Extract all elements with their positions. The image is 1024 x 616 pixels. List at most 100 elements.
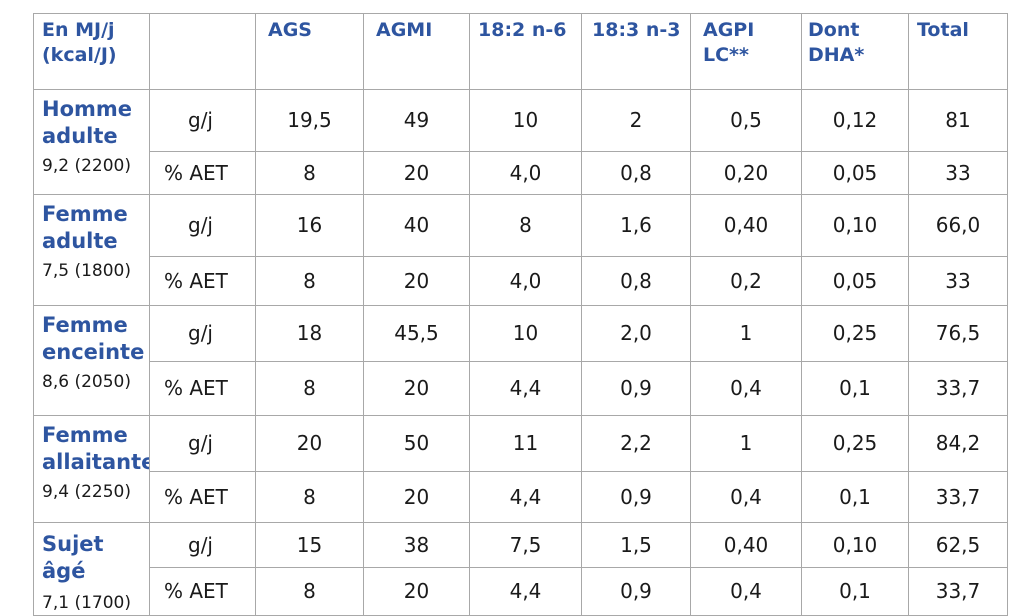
column-header-agmi: AGMI bbox=[363, 13, 470, 90]
unit-cell: g/j bbox=[149, 89, 256, 152]
column-header-agpi-lc: AGPI LC** bbox=[690, 13, 802, 90]
unit-cell: g/j bbox=[149, 305, 256, 362]
value-cell: 19,5 bbox=[255, 89, 364, 152]
value-cell: 8 bbox=[255, 471, 364, 523]
value-cell: 0,9 bbox=[581, 567, 691, 616]
value-cell: 8 bbox=[255, 567, 364, 616]
unit-cell: g/j bbox=[149, 415, 256, 472]
column-header-text-line2: DHA* bbox=[808, 44, 865, 66]
column-header-ags: AGS bbox=[255, 13, 364, 90]
value-cell: 76,5 bbox=[908, 305, 1008, 362]
population-name: Femme bbox=[42, 202, 128, 226]
value-cell: 4,0 bbox=[469, 256, 582, 306]
column-header-text: 18:3 n-3 bbox=[592, 19, 681, 41]
value-cell: 38 bbox=[363, 521, 470, 569]
table-row: % AET 8 20 4,4 0,9 0,4 0,1 33,7 bbox=[34, 567, 1008, 616]
lipid-intake-table: En MJ/j (kcal/J) AGS AGMI 18:2 n-6 18:3 … bbox=[33, 13, 1008, 616]
value-cell: 0,12 bbox=[801, 89, 909, 152]
unit-cell: g/j bbox=[149, 194, 256, 257]
value-cell: 0,8 bbox=[581, 151, 691, 195]
value-cell: 0,5 bbox=[690, 89, 802, 152]
column-header-total: Total bbox=[908, 13, 1008, 90]
value-cell: 20 bbox=[363, 471, 470, 523]
value-cell: 1 bbox=[690, 415, 802, 472]
population-cell: Femme adulte 7,5 (1800) bbox=[33, 194, 150, 306]
unit-cell: g/j bbox=[149, 521, 256, 569]
value-cell: 0,4 bbox=[690, 471, 802, 523]
value-cell: 2,2 bbox=[581, 415, 691, 472]
column-header-dont-dha: Dont DHA* bbox=[801, 13, 909, 90]
population-cell: Femme enceinte 8,6 (2050) bbox=[33, 305, 150, 416]
column-header-text: 18:2 n-6 bbox=[478, 19, 567, 41]
value-cell: 40 bbox=[363, 194, 470, 257]
value-cell: 10 bbox=[469, 305, 582, 362]
value-cell: 20 bbox=[363, 151, 470, 195]
value-cell: 62,5 bbox=[908, 521, 1008, 569]
value-cell: 0,4 bbox=[690, 361, 802, 416]
value-cell: 33,7 bbox=[908, 567, 1008, 616]
value-cell: 2 bbox=[581, 89, 691, 152]
population-name: Sujet âgé bbox=[42, 532, 104, 583]
table-row: % AET 8 20 4,0 0,8 0,20 0,05 33 bbox=[34, 151, 1008, 195]
population-name: Femme bbox=[42, 313, 128, 337]
table-row: Sujet âgé 7,1 (1700) g/j 15 38 7,5 1,5 0,40 0,10… bbox=[33, 521, 1008, 616]
value-cell: 0,20 bbox=[690, 151, 802, 195]
population-cell: Sujet âgé 7,1 (1700) bbox=[33, 522, 150, 616]
value-cell: 8 bbox=[469, 194, 582, 257]
unit-cell: % AET bbox=[149, 471, 256, 523]
value-cell: 84,2 bbox=[908, 415, 1008, 472]
value-cell: 0,2 bbox=[690, 256, 802, 306]
value-cell: 4,4 bbox=[469, 471, 582, 523]
value-cell: 0,05 bbox=[801, 256, 909, 306]
energy-intake: 7,1 (1700) bbox=[42, 593, 131, 613]
unit-header-cell: En MJ/j (kcal/J) bbox=[33, 13, 150, 90]
population-name: Femme bbox=[42, 423, 128, 447]
value-cell: 45,5 bbox=[363, 305, 470, 362]
unit-header-line2: (kcal/J) bbox=[42, 44, 117, 66]
unit-cell: % AET bbox=[149, 567, 256, 616]
table-row: Femme adulte 7,5 (1800) g/j 16 40 8 1,6 0,40 0,10… bbox=[33, 194, 1008, 306]
population-name-line2: allaitante bbox=[42, 450, 150, 474]
column-header-text: AGMI bbox=[376, 19, 433, 41]
value-cell: 0,40 bbox=[690, 521, 802, 569]
value-cell: 33,7 bbox=[908, 471, 1008, 523]
value-cell: 8 bbox=[255, 151, 364, 195]
value-cell: 7,5 bbox=[469, 521, 582, 569]
value-cell: 0,1 bbox=[801, 361, 909, 416]
table-row: % AET 8 20 4,4 0,9 0,4 0,1 33,7 bbox=[34, 361, 1008, 416]
value-cell: 16 bbox=[255, 194, 364, 257]
unit-cell: % AET bbox=[149, 256, 256, 306]
population-name-line2: adulte bbox=[42, 229, 118, 253]
unit-header-line1: En MJ/j bbox=[42, 19, 115, 41]
value-cell: 20 bbox=[255, 415, 364, 472]
value-cell: 0,4 bbox=[690, 567, 802, 616]
value-cell: 66,0 bbox=[908, 194, 1008, 257]
value-cell: 33 bbox=[908, 151, 1008, 195]
value-cell: 4,4 bbox=[469, 361, 582, 416]
value-cell: 33,7 bbox=[908, 361, 1008, 416]
value-cell: 0,1 bbox=[801, 567, 909, 616]
column-header-text: Dont bbox=[808, 19, 860, 41]
value-cell: 0,10 bbox=[801, 194, 909, 257]
value-cell: 20 bbox=[363, 256, 470, 306]
population-name-line2: adulte bbox=[42, 124, 118, 148]
unit-cell: % AET bbox=[149, 361, 256, 416]
value-cell: 50 bbox=[363, 415, 470, 472]
value-cell: 8 bbox=[255, 361, 364, 416]
table-row: Femme allaitante 9,4 (2250) g/j 20 50 11 2,2 1 0,… bbox=[33, 415, 1008, 523]
value-cell: 0,25 bbox=[801, 415, 909, 472]
value-cell: 20 bbox=[363, 567, 470, 616]
column-header-18-3-n3: 18:3 n-3 bbox=[581, 13, 691, 90]
value-cell: 0,8 bbox=[581, 256, 691, 306]
value-cell: 20 bbox=[363, 361, 470, 416]
value-cell: 81 bbox=[908, 89, 1008, 152]
population-name: Homme bbox=[42, 97, 133, 121]
table-row: Homme adulte 9,2 (2200) g/j 19,5 49 10 2 0,5 0,12… bbox=[33, 89, 1008, 195]
energy-intake: 7,5 (1800) bbox=[42, 261, 131, 281]
value-cell: 0,40 bbox=[690, 194, 802, 257]
value-cell: 11 bbox=[469, 415, 582, 472]
table-row: % AET 8 20 4,4 0,9 0,4 0,1 33,7 bbox=[34, 471, 1008, 523]
population-cell: Homme adulte 9,2 (2200) bbox=[33, 89, 150, 195]
energy-intake: 9,4 (2250) bbox=[42, 482, 131, 502]
value-cell: 10 bbox=[469, 89, 582, 152]
